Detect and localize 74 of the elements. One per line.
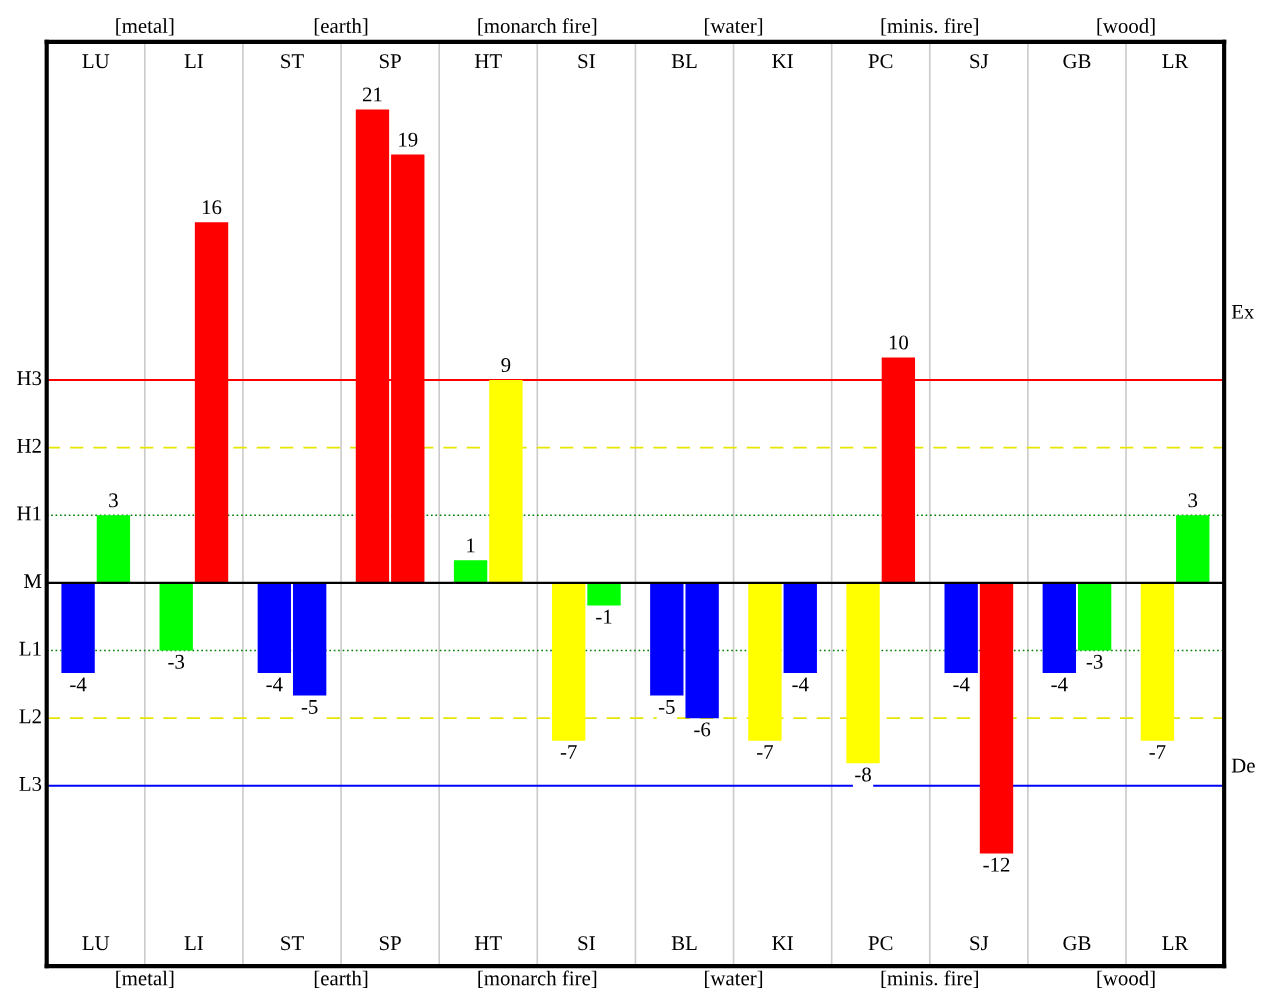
category-label: LU: [82, 54, 110, 69]
x-tick-label: LR: [1162, 936, 1189, 950]
category-label: LR: [1162, 54, 1189, 68]
x-tick-label: SJ: [970, 936, 989, 951]
ref-line-label: L3: [19, 776, 42, 791]
data-label: -4: [953, 677, 970, 692]
category-label: KI: [772, 54, 793, 68]
ref-line-label: L1: [19, 641, 41, 656]
data-label: -5: [301, 700, 318, 714]
data-label: -4: [70, 677, 87, 692]
data-label: -7: [560, 745, 577, 759]
data-label: -3: [168, 654, 185, 669]
ref-line-label: H1: [17, 506, 41, 521]
category-label: SJ: [970, 54, 989, 69]
category-label: BL: [671, 54, 697, 69]
x-tick-label: GB: [1063, 936, 1091, 951]
ref-line-label: L2: [19, 709, 41, 724]
text: [monarch fire]: [478, 18, 597, 36]
text: [metal]: [116, 970, 174, 988]
data-label: 19: [399, 132, 418, 147]
data-label: -4: [266, 677, 283, 692]
text: [earth]: [314, 970, 368, 988]
bar: [1176, 515, 1210, 583]
data-label: 3: [1188, 493, 1198, 508]
x-tick-label: SI: [578, 936, 595, 951]
x-tick-label: PC: [868, 936, 893, 951]
data-label: -4: [792, 677, 809, 692]
text: De: [1231, 758, 1255, 773]
category-label: HT: [474, 54, 502, 68]
text: Ex: [1231, 304, 1255, 319]
data-label: 9: [501, 358, 511, 373]
data-label: -4: [1051, 677, 1068, 692]
data-label: -3: [1086, 654, 1103, 669]
bar: [96, 515, 131, 583]
x-tick-label: LI: [184, 936, 203, 950]
x-tick-label: SP: [379, 936, 401, 951]
text: [water]: [705, 18, 763, 36]
bar: [489, 380, 523, 583]
x-tick-label: ST: [281, 936, 304, 951]
text: [wood]: [1097, 970, 1155, 988]
data-label: 3: [109, 493, 118, 508]
category-label: LI: [184, 54, 203, 68]
text: [minis. fire]: [881, 970, 978, 988]
data-label: -7: [757, 745, 774, 759]
data-label: -1: [596, 609, 612, 624]
category-label: PC: [868, 54, 893, 69]
data-label: -8: [855, 767, 871, 782]
category-label: SI: [578, 54, 595, 69]
data-label: -7: [1149, 745, 1166, 759]
x-tick-label: KI: [772, 936, 793, 950]
x-tick-label: BL: [671, 936, 697, 951]
data-label: 1: [467, 538, 475, 553]
x-tick-label: LU: [82, 936, 110, 951]
ref-line-label: H2: [17, 438, 41, 453]
category-label: GB: [1063, 54, 1091, 69]
data-label: 21: [362, 87, 382, 102]
ref-line-label: M: [24, 574, 42, 588]
ref-line-label: H3: [17, 371, 42, 386]
data-label: 16: [202, 200, 222, 215]
category-label: SP: [379, 54, 401, 69]
text: [earth]: [314, 18, 368, 36]
bar: [846, 582, 880, 764]
text: [monarch fire]: [478, 970, 597, 988]
bar: [650, 582, 684, 696]
category-label: ST: [281, 54, 304, 69]
text: [metal]: [116, 18, 174, 36]
text: [minis. fire]: [881, 18, 978, 36]
data-label: -6: [694, 722, 711, 737]
data-label: -5: [658, 700, 675, 714]
data-label: 10: [889, 335, 908, 350]
x-tick-label: HT: [474, 936, 502, 950]
text: [water]: [705, 970, 763, 988]
text: [wood]: [1097, 18, 1155, 36]
data-label: -12: [983, 857, 1010, 872]
